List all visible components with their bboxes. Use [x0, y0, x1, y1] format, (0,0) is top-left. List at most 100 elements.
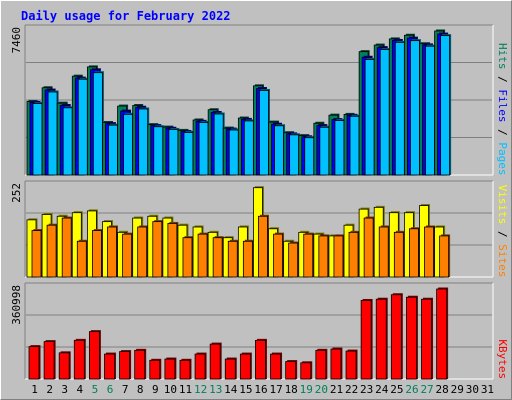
x-tick-label: 16	[254, 383, 267, 396]
bar-kbytes	[119, 351, 130, 380]
bar-kbytes	[436, 288, 448, 380]
bar-kbytes	[164, 358, 176, 380]
bar-pages	[183, 132, 194, 176]
x-tick-label: 18	[285, 383, 298, 396]
bar-sites	[409, 228, 419, 278]
bar-pages	[425, 45, 435, 176]
bar-pages	[364, 59, 375, 176]
bar-pages	[440, 35, 451, 176]
bar-kbytes	[194, 353, 206, 380]
bar-kbytes	[270, 353, 281, 380]
bar-pages	[213, 113, 224, 176]
legend-part: Visits	[496, 185, 509, 225]
bar-kbytes	[43, 341, 55, 380]
x-tick-label: 3	[61, 383, 68, 396]
bar-kbytes	[345, 350, 357, 380]
bar-pages	[410, 40, 420, 176]
bar-pages	[92, 72, 103, 176]
x-tick-label: 29	[451, 383, 464, 396]
bar-pages	[379, 49, 390, 176]
bar-sites	[348, 231, 359, 278]
x-tick-label: 5	[92, 383, 99, 396]
bar-sites	[122, 233, 132, 278]
bar-sites	[61, 217, 72, 278]
bar-sites	[197, 233, 208, 278]
bar-pages	[334, 120, 345, 176]
x-tick-label: 1	[31, 383, 38, 396]
bar-pages	[243, 120, 254, 176]
bar-sites	[46, 224, 57, 278]
x-tick-label: 23	[360, 383, 373, 396]
panel-1-max-label: 252	[10, 183, 23, 203]
bar-sites	[227, 240, 238, 278]
x-tick-label: 30	[466, 383, 479, 396]
bar-sites	[31, 230, 42, 278]
bar-sites	[424, 226, 434, 278]
bar-sites	[363, 217, 374, 278]
bar-kbytes	[224, 358, 236, 380]
legend-part: KBytes	[496, 339, 509, 379]
bar-pages	[304, 137, 315, 176]
bar-sites	[318, 235, 329, 278]
bar-pages	[138, 108, 149, 176]
x-tick-label: 2	[46, 383, 53, 396]
bar-kbytes	[421, 298, 432, 380]
x-tick-label: 27	[420, 383, 433, 396]
bar-pages	[123, 113, 133, 176]
panel-2-legend-label: KBytes	[496, 339, 509, 379]
bar-kbytes	[179, 359, 191, 380]
bar-sites	[242, 240, 253, 278]
panel-0-max-label: 7460	[10, 27, 23, 54]
x-tick-label: 14	[224, 383, 238, 396]
bar-kbytes	[134, 349, 146, 380]
panel-2-max-label: 360998	[10, 285, 23, 325]
bar-kbytes	[375, 298, 387, 380]
bar-sites	[303, 233, 314, 278]
legend-part: Pages	[496, 142, 509, 175]
bar-kbytes	[28, 346, 40, 380]
bar-kbytes	[209, 343, 221, 380]
bar-pages	[32, 103, 43, 176]
bar-pages	[319, 126, 330, 176]
bar-sites	[378, 226, 389, 278]
x-tick-label: 19	[300, 383, 313, 396]
bar-pages	[62, 107, 73, 176]
x-tick-label: 7	[122, 383, 129, 396]
bar-pages	[77, 78, 88, 176]
x-tick-label: 28	[436, 383, 449, 396]
x-tick-label: 10	[164, 383, 177, 396]
legend-part: Sites	[496, 244, 509, 277]
bar-kbytes	[255, 339, 266, 380]
legend-part: Hits	[496, 43, 509, 70]
bar-kbytes	[300, 362, 312, 380]
bar-sites	[273, 233, 283, 278]
bar-kbytes	[315, 349, 327, 380]
bar-kbytes	[88, 331, 100, 380]
bar-pages	[153, 126, 164, 176]
bar-sites	[76, 240, 87, 278]
bar-sites	[167, 223, 178, 278]
bar-sites	[333, 235, 344, 278]
bar-sites	[212, 237, 223, 278]
bar-sites	[152, 221, 163, 278]
x-tick-label: 21	[330, 383, 343, 396]
legend-part: /	[496, 224, 509, 244]
x-tick-label: 9	[152, 383, 159, 396]
x-tick-label: 22	[345, 383, 358, 396]
chart-title: Daily usage for February 2022	[21, 9, 231, 23]
x-tick-label: 4	[77, 383, 84, 396]
x-tick-label: 11	[179, 383, 192, 396]
bar-pages	[168, 129, 179, 176]
bar-kbytes	[149, 359, 161, 380]
bar-pages	[274, 125, 284, 176]
x-tick-label: 25	[390, 383, 403, 396]
bar-sites	[288, 242, 299, 278]
bar-pages	[47, 91, 58, 176]
x-tick-label: 12	[194, 383, 207, 396]
legend-part: /	[496, 70, 509, 90]
bar-kbytes	[330, 348, 342, 380]
bar-sites	[91, 230, 102, 278]
legend-part: /	[496, 123, 509, 143]
